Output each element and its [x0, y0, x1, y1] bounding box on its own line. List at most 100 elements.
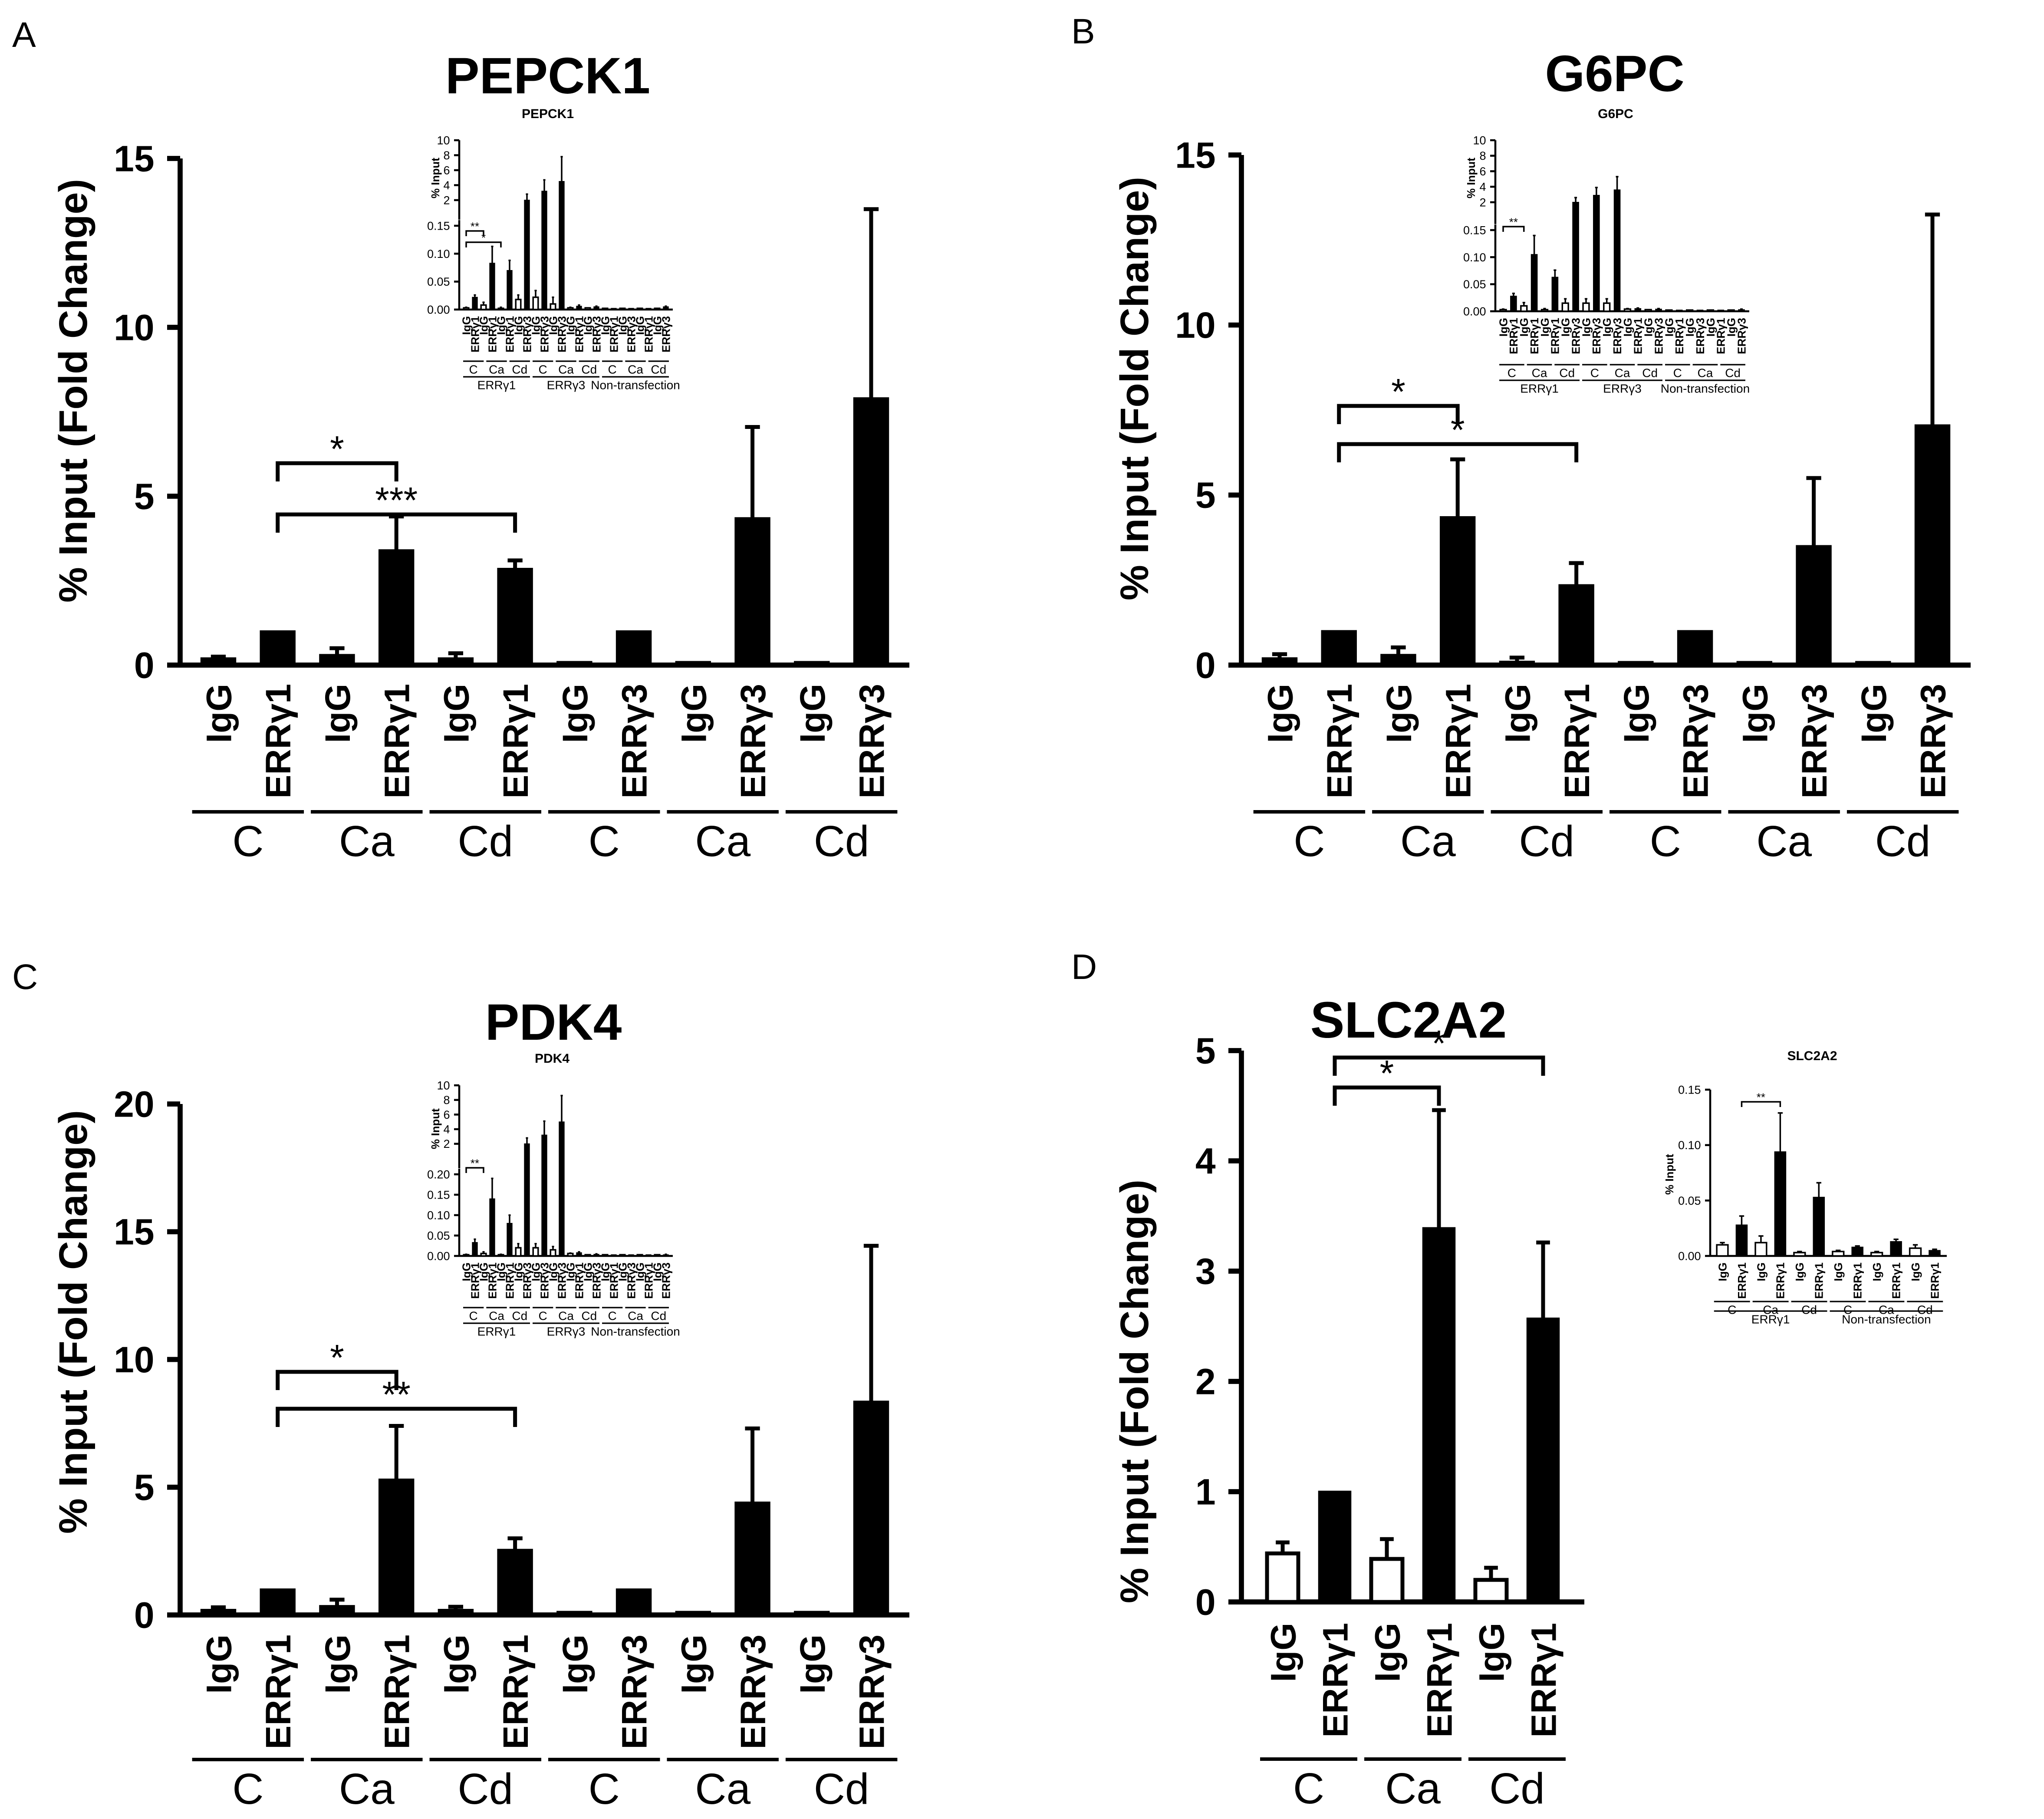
y-tick-label: 6 — [444, 164, 450, 177]
category-label: IgG — [200, 1634, 239, 1694]
y-tick-label: 0.15 — [427, 1188, 450, 1201]
bar — [556, 1611, 592, 1616]
panel-letter-d: D — [1071, 947, 1097, 987]
bar — [1603, 302, 1611, 312]
category-label: ERRγ3 — [520, 316, 533, 353]
y-tick-label: 0 — [1195, 1582, 1216, 1622]
inset-y-axis-label: % Input — [1465, 158, 1478, 198]
bar — [480, 304, 487, 310]
y-tick-label: 4 — [444, 1123, 450, 1136]
category-label: IgG — [1793, 1262, 1806, 1281]
bar — [1439, 516, 1476, 666]
inset-y-axis-label: % Input — [1663, 1154, 1676, 1195]
y-tick-label: 10 — [437, 1079, 450, 1092]
bar — [541, 191, 547, 310]
bar — [472, 1242, 478, 1256]
significance-bracket — [1337, 404, 1460, 424]
bar — [1655, 309, 1662, 312]
bar — [1813, 1196, 1825, 1256]
category-label: IgG — [1754, 1262, 1768, 1281]
y-tick-label: 0 — [1195, 645, 1216, 685]
category-label: IgG — [1621, 318, 1634, 336]
category-label: ERRγ3 — [1611, 318, 1624, 354]
bar — [675, 661, 711, 666]
group-label: Cd — [512, 1309, 527, 1323]
category-label: ERRγ1 — [607, 1262, 620, 1299]
y-tick-label: 6 — [1480, 165, 1486, 178]
bar — [1582, 302, 1590, 312]
bar — [1321, 630, 1357, 666]
category-label: ERRγ3 — [625, 316, 638, 353]
category-label: IgG — [1617, 684, 1656, 743]
group-label: C — [1673, 366, 1682, 380]
category-label: IgG — [494, 316, 507, 335]
group-label: C — [232, 1765, 263, 1813]
bar — [628, 1254, 634, 1256]
group-label: Ca — [695, 1765, 750, 1813]
bar — [654, 307, 661, 310]
group-label: C — [1507, 366, 1516, 380]
bar — [515, 299, 522, 310]
group-label: Ca — [558, 1309, 574, 1323]
category-label: ERRγ1 — [1813, 1262, 1826, 1299]
group-label: C — [1650, 817, 1681, 866]
category-label: ERRγ1 — [496, 684, 536, 798]
supergroup-label: Non-transfection — [591, 379, 680, 392]
y-tick-label: 0.05 — [1678, 1194, 1701, 1207]
group-label: Cd — [1725, 366, 1741, 380]
panel-d: D SLC2A2 % Input (Fold Change) 0 1 2 3 4 5 IgG… — [1071, 947, 1947, 1813]
bar — [1696, 310, 1704, 312]
category-label: IgG — [200, 684, 239, 743]
category-label: IgG — [1832, 1262, 1845, 1281]
inset-bar-chart: 1086420.200.150.100.050.00IgGERRγ1IgGERR… — [427, 1051, 680, 1338]
bar — [480, 1252, 487, 1257]
y-tick-label: 0.00 — [427, 303, 450, 316]
inset-title: G6PC — [1598, 107, 1633, 121]
category-label: ERRγ1 — [573, 316, 586, 353]
bar — [611, 308, 617, 310]
group-label: Ca — [1698, 366, 1713, 380]
supergroup-label: ERRγ3 — [547, 379, 586, 392]
category-label: IgG — [1870, 1262, 1883, 1281]
bar — [438, 1608, 474, 1616]
category-label: ERRγ3 — [538, 1262, 551, 1299]
category-label: ERRγ3 — [1652, 318, 1665, 354]
panel-letter-b: B — [1071, 12, 1095, 51]
bar — [556, 661, 592, 666]
category-label: IgG — [1704, 318, 1717, 336]
category-label: IgG — [477, 1262, 490, 1281]
supergroup-label: ERRγ3 — [1603, 382, 1642, 395]
bar — [1531, 254, 1538, 312]
category-label: ERRγ1 — [496, 1634, 536, 1749]
group-label: C — [589, 1765, 620, 1813]
category-label: ERRγ1 — [1507, 318, 1520, 354]
category-label: IgG — [1662, 318, 1675, 336]
significance-bracket — [1741, 1101, 1781, 1107]
y-tick-label: 2 — [1195, 1361, 1216, 1402]
bar — [463, 307, 470, 310]
category-label: IgG — [477, 316, 490, 335]
category-label: ERRγ3 — [852, 684, 892, 798]
category-label: ERRγ1 — [1420, 1623, 1460, 1737]
y-tick-label: 0.10 — [427, 1209, 450, 1222]
bar — [1735, 1224, 1748, 1256]
category-label: ERRγ1 — [1774, 1262, 1787, 1299]
bar — [619, 307, 626, 310]
category-label: ERRγ1 — [573, 1262, 586, 1299]
category-label: IgG — [1497, 318, 1510, 336]
bar — [1318, 1490, 1352, 1603]
bar — [489, 263, 495, 310]
y-tick-label: 0.10 — [1463, 251, 1486, 264]
category-label: IgG — [556, 684, 595, 743]
y-tick-label: 0.00 — [427, 1249, 450, 1262]
panel-a: A PEPCK1 % Input (Fold Change) 0 5 10 15 IgG… — [12, 15, 909, 866]
y-tick-label: 5 — [1195, 1030, 1216, 1071]
category-label: ERRγ1 — [1524, 1623, 1564, 1737]
category-label: IgG — [529, 316, 542, 335]
chart-title: PEPCK1 — [445, 47, 650, 105]
y-tick-label: 2 — [444, 194, 450, 207]
bar — [1623, 308, 1632, 312]
category-label: ERRγ1 — [642, 1262, 655, 1299]
inset-bar-chart: 1086420.150.100.050.00IgGERRγ1IgGERRγ1Ig… — [1463, 107, 1750, 395]
